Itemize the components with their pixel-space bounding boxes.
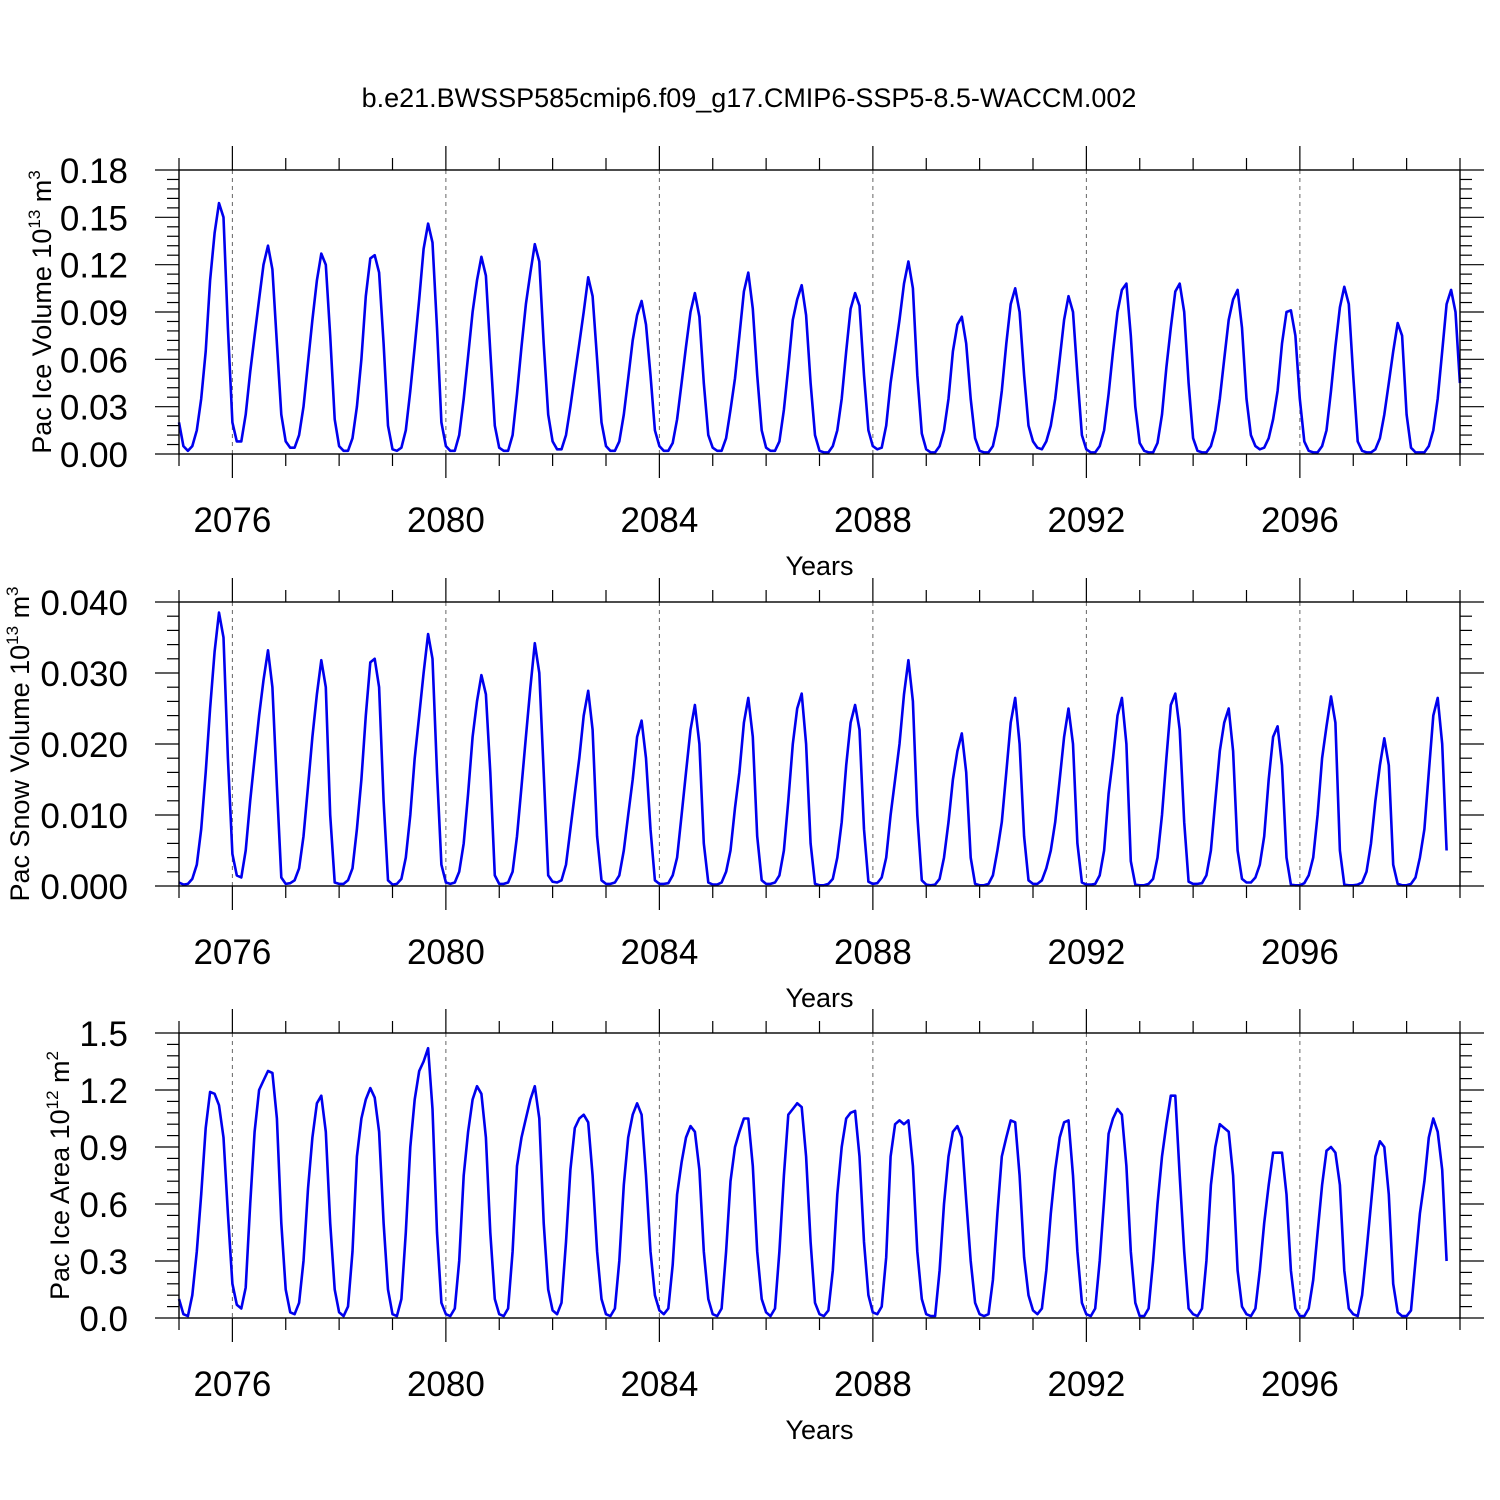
x-tick-label: 2092: [1047, 1365, 1125, 1404]
y-tick-label: 1.5: [79, 1015, 128, 1054]
x-tick-label: 2080: [407, 1365, 485, 1404]
y-tick-label: 0.09: [60, 294, 128, 333]
x-tick-label: 2096: [1261, 933, 1339, 972]
ice-volume-panel: 0.00 0.03 0.06 0.09 0.12 0.15 0.18 2076 2080 2084…: [25, 146, 1484, 581]
snow-volume-panel: 0.000 0.010 0.020 0.030 0.040 2076 2080 2084 208…: [3, 578, 1484, 1013]
y-tick-label: 0.18: [60, 152, 128, 191]
y-axis-label-exponent: 3: [25, 170, 44, 179]
x-tick-label: 2080: [407, 933, 485, 972]
y-axis-label-exponent: 12: [43, 1090, 62, 1109]
y-axis-label-text: Pac Ice Area 10: [45, 1109, 75, 1300]
y-tick-label: 0.020: [40, 726, 128, 765]
x-tick-label: 2092: [1047, 933, 1125, 972]
x-tick-label: 2088: [834, 501, 912, 540]
y-axis-label-exponent: 13: [25, 210, 44, 229]
y-tick-label: 0.010: [40, 797, 128, 836]
y-axis-label-text: Pac Snow Volume 10: [5, 645, 35, 902]
x-tick-label: 2088: [834, 1365, 912, 1404]
y-axis-label-exponent: 2: [43, 1051, 62, 1060]
y-tick-label: 0.03: [60, 389, 128, 428]
y-tick-label: 0.0: [79, 1300, 128, 1339]
y-axis-label-exponent: 3: [3, 586, 22, 595]
x-tick-label: 2076: [193, 501, 271, 540]
y-tick-label: 0.12: [60, 247, 128, 286]
data-series-line: [177, 1046, 1448, 1318]
y-tick-label: 0.3: [79, 1243, 128, 1282]
data-series-line: [177, 201, 1462, 454]
x-tick-label: 2096: [1261, 501, 1339, 540]
x-tick-label: 2092: [1047, 501, 1125, 540]
x-tick-label: 2084: [620, 1365, 698, 1404]
x-tick-label: 2076: [193, 1365, 271, 1404]
plot-frame: [178, 601, 1461, 887]
y-axis-label-text: m: [45, 1060, 75, 1090]
ice-area-panel: 0.0 0.3 0.6 0.9 1.2 1.5 2076 2080 2084 2088 2092 20…: [43, 1009, 1484, 1445]
y-axis-label-text: m: [5, 596, 35, 626]
y-axis-label-exponent: 13: [3, 626, 22, 645]
y-tick-label: 0.040: [40, 584, 128, 623]
x-tick-label: 2096: [1261, 1365, 1339, 1404]
x-tick-label: 2088: [834, 933, 912, 972]
x-tick-label: 2080: [407, 501, 485, 540]
x-axis-label: Years: [785, 1415, 853, 1445]
y-tick-label: 0.6: [79, 1186, 128, 1225]
y-axis-label: Pac Snow Volume 1013 m3: [3, 586, 35, 901]
y-tick-label: 0.00: [60, 436, 128, 475]
y-tick-label: 0.000: [40, 868, 128, 907]
plot-frame: [178, 169, 1461, 455]
y-tick-label: 1.2: [79, 1072, 128, 1111]
y-tick-label: 0.030: [40, 655, 128, 694]
y-tick-label: 0.15: [60, 199, 128, 238]
y-axis-label: Pac Ice Area 1012 m2: [43, 1051, 75, 1300]
x-axis-label: Years: [785, 551, 853, 581]
data-series-line: [178, 611, 1448, 887]
y-axis-label: Pac Ice Volume 1013 m3: [25, 170, 57, 454]
x-tick-label: 2084: [620, 933, 698, 972]
y-axis-label-text: Pac Ice Volume 10: [27, 229, 57, 454]
x-tick-label: 2076: [193, 933, 271, 972]
y-axis-label-text: m: [27, 180, 57, 210]
x-axis-label: Years: [785, 983, 853, 1013]
plot-frame: [178, 1032, 1461, 1319]
x-tick-label: 2084: [620, 501, 698, 540]
y-tick-label: 0.9: [79, 1129, 128, 1168]
y-tick-label: 0.06: [60, 341, 128, 380]
figure-title: b.e21.BWSSP585cmip6.f09_g17.CMIP6-SSP5-8…: [362, 83, 1137, 113]
